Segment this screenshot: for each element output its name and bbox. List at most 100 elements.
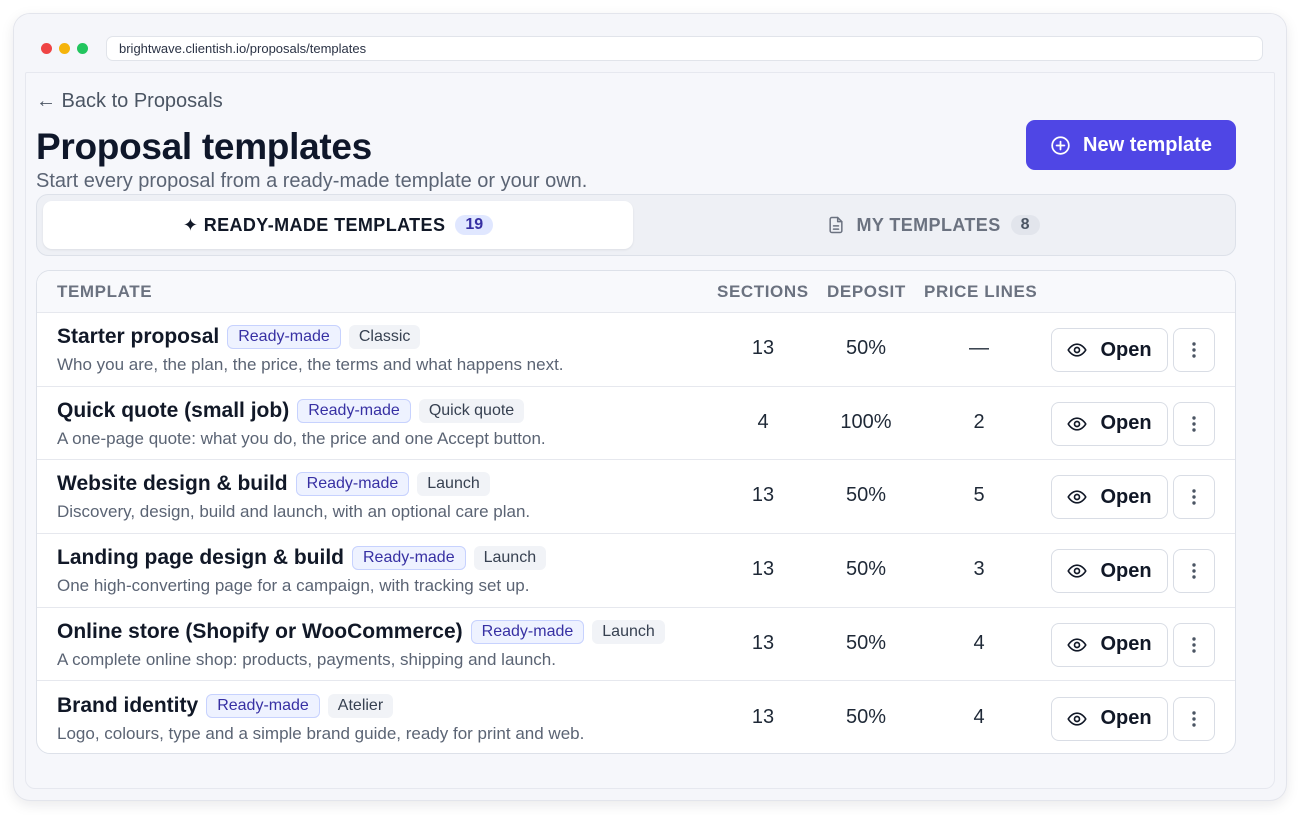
template-name-group: Online store (Shopify or WooCommerce) Rea… (57, 619, 665, 644)
more-options-button[interactable] (1173, 696, 1215, 741)
table-row[interactable]: Brand identity Ready-made Atelier Logo, col… (37, 682, 1235, 754)
address-bar[interactable]: brightwave.clientish.io/proposals/templa… (106, 36, 1263, 61)
style-badge: Atelier (327, 693, 394, 718)
template-name[interactable]: Landing page design & build (57, 546, 344, 570)
more-options-button[interactable] (1173, 475, 1215, 520)
ready-made-badge: Ready-made (227, 325, 341, 349)
open-template-button[interactable]: Open (1051, 401, 1168, 446)
column-header-template: TEMPLATE (57, 282, 153, 301)
back-to-proposals-link[interactable]: ← Back to Proposals (36, 90, 223, 112)
more-options-icon (1192, 710, 1196, 727)
sections-count: 13 (751, 484, 775, 507)
more-options-icon (1192, 563, 1196, 579)
column-header-price-lines: PRICE LINES (924, 282, 1038, 301)
table-row[interactable]: Starter proposal Ready-made Classic Who you… (37, 313, 1235, 387)
template-description: Discovery, design, build and launch, wit… (57, 502, 531, 522)
template-description: One high-converting page for a campaign,… (57, 576, 530, 596)
sections-count: 4 (757, 410, 769, 433)
price-lines-count: 4 (973, 631, 985, 654)
template-description: Logo, colours, type and a simple brand g… (57, 723, 585, 743)
table-row[interactable]: Online store (Shopify or WooCommerce) Rea… (37, 608, 1235, 682)
open-label: Open (1100, 707, 1152, 729)
maximize-window-dot[interactable] (77, 43, 88, 54)
template-description: A complete online shop: products, paymen… (57, 649, 556, 669)
minimize-window-dot[interactable] (59, 43, 70, 54)
deposit-value: 100% (840, 410, 892, 433)
more-options-button[interactable] (1173, 401, 1215, 446)
eye-icon (1067, 711, 1088, 726)
eye-icon (1067, 564, 1088, 578)
style-badge: Launch (417, 472, 490, 497)
close-window-dot[interactable] (41, 43, 52, 54)
eye-icon (1067, 490, 1088, 505)
tab-ready-made-templates[interactable]: ✦ READY-MADE TEMPLATES 19 (43, 201, 633, 249)
table-row[interactable]: Landing page design & build Ready-made Lau… (37, 534, 1235, 608)
open-template-button[interactable]: Open (1051, 328, 1168, 372)
deposit-value: 50% (845, 337, 887, 359)
style-badge: Launch (473, 546, 547, 571)
sections-count: 13 (751, 631, 775, 654)
deposit-value: 50% (845, 484, 887, 507)
price-lines-count: 3 (973, 558, 985, 581)
template-name[interactable]: Starter proposal (57, 325, 220, 348)
tab-ready-made-count: 19 (455, 215, 494, 235)
open-label: Open (1100, 559, 1152, 582)
templates-table: TEMPLATE SECTIONS DEPOSIT PRICE LINES St… (36, 270, 1236, 754)
template-name[interactable]: Brand identity (57, 693, 199, 717)
more-options-button[interactable] (1173, 328, 1215, 372)
plus-circle-icon (1051, 135, 1070, 155)
more-options-icon (1192, 489, 1196, 506)
ready-made-badge: Ready-made (206, 693, 320, 718)
open-template-button[interactable]: Open (1051, 622, 1168, 667)
table-row[interactable]: Website design & build Ready-made Launch Di… (37, 460, 1235, 535)
open-template-button[interactable]: Open (1051, 475, 1168, 520)
eye-icon (1067, 638, 1088, 652)
window-controls (41, 43, 88, 54)
template-name[interactable]: Online store (Shopify or WooCommerce) (57, 619, 463, 643)
style-badge: Classic (348, 325, 421, 349)
table-row[interactable]: Quick quote (small job) Ready-made Quick q… (37, 387, 1235, 461)
new-template-label: New template (1083, 133, 1212, 156)
open-template-button[interactable]: Open (1051, 696, 1168, 741)
column-header-deposit: DEPOSIT (827, 282, 906, 301)
deposit-value: 50% (845, 705, 887, 728)
template-name-group: Landing page design & build Ready-made Lau… (57, 546, 547, 571)
new-template-button[interactable]: New template (1026, 120, 1236, 170)
template-name-group: Quick quote (small job) Ready-made Quick q… (57, 398, 525, 423)
template-description: Who you are, the plan, the price, the te… (57, 355, 564, 374)
tab-ready-made-label: ✦ READY-MADE TEMPLATES (182, 214, 446, 235)
template-description: A one-page quote: what you do, the price… (57, 428, 546, 448)
open-label: Open (1100, 338, 1152, 361)
more-options-icon (1192, 637, 1196, 653)
ready-made-badge: Ready-made (295, 472, 410, 497)
page-subtitle: Start every proposal from a ready-made t… (36, 170, 588, 192)
style-badge: Launch (592, 619, 665, 644)
tab-my-templates[interactable]: MY TEMPLATES 8 (637, 201, 1229, 249)
tab-my-templates-label: MY TEMPLATES (856, 214, 1001, 235)
template-name[interactable]: Quick quote (small job) (57, 398, 290, 422)
eye-icon (1067, 417, 1088, 431)
more-options-icon (1192, 342, 1196, 358)
price-lines-count: 5 (973, 484, 985, 507)
style-badge: Quick quote (418, 398, 525, 423)
page-title: Proposal templates (36, 126, 372, 167)
eye-icon (1067, 343, 1088, 357)
more-options-button[interactable] (1173, 622, 1215, 667)
tab-my-templates-count: 8 (1010, 215, 1040, 235)
open-label: Open (1100, 485, 1152, 508)
ready-made-badge: Ready-made (470, 619, 585, 644)
price-lines-count: 2 (973, 410, 985, 433)
price-lines-count: 4 (973, 705, 985, 728)
open-label: Open (1100, 412, 1152, 435)
deposit-value: 50% (845, 558, 887, 581)
template-name-group: Brand identity Ready-made Atelier (57, 693, 394, 718)
ready-made-badge: Ready-made (352, 546, 466, 571)
price-lines-count: — (969, 337, 989, 359)
ready-made-badge: Ready-made (297, 398, 411, 423)
sections-count: 13 (751, 705, 775, 728)
more-options-button[interactable] (1173, 549, 1215, 594)
open-template-button[interactable]: Open (1051, 549, 1168, 594)
table-header: TEMPLATE SECTIONS DEPOSIT PRICE LINES (37, 271, 1235, 313)
deposit-value: 50% (845, 631, 887, 654)
template-name[interactable]: Website design & build (57, 472, 288, 496)
